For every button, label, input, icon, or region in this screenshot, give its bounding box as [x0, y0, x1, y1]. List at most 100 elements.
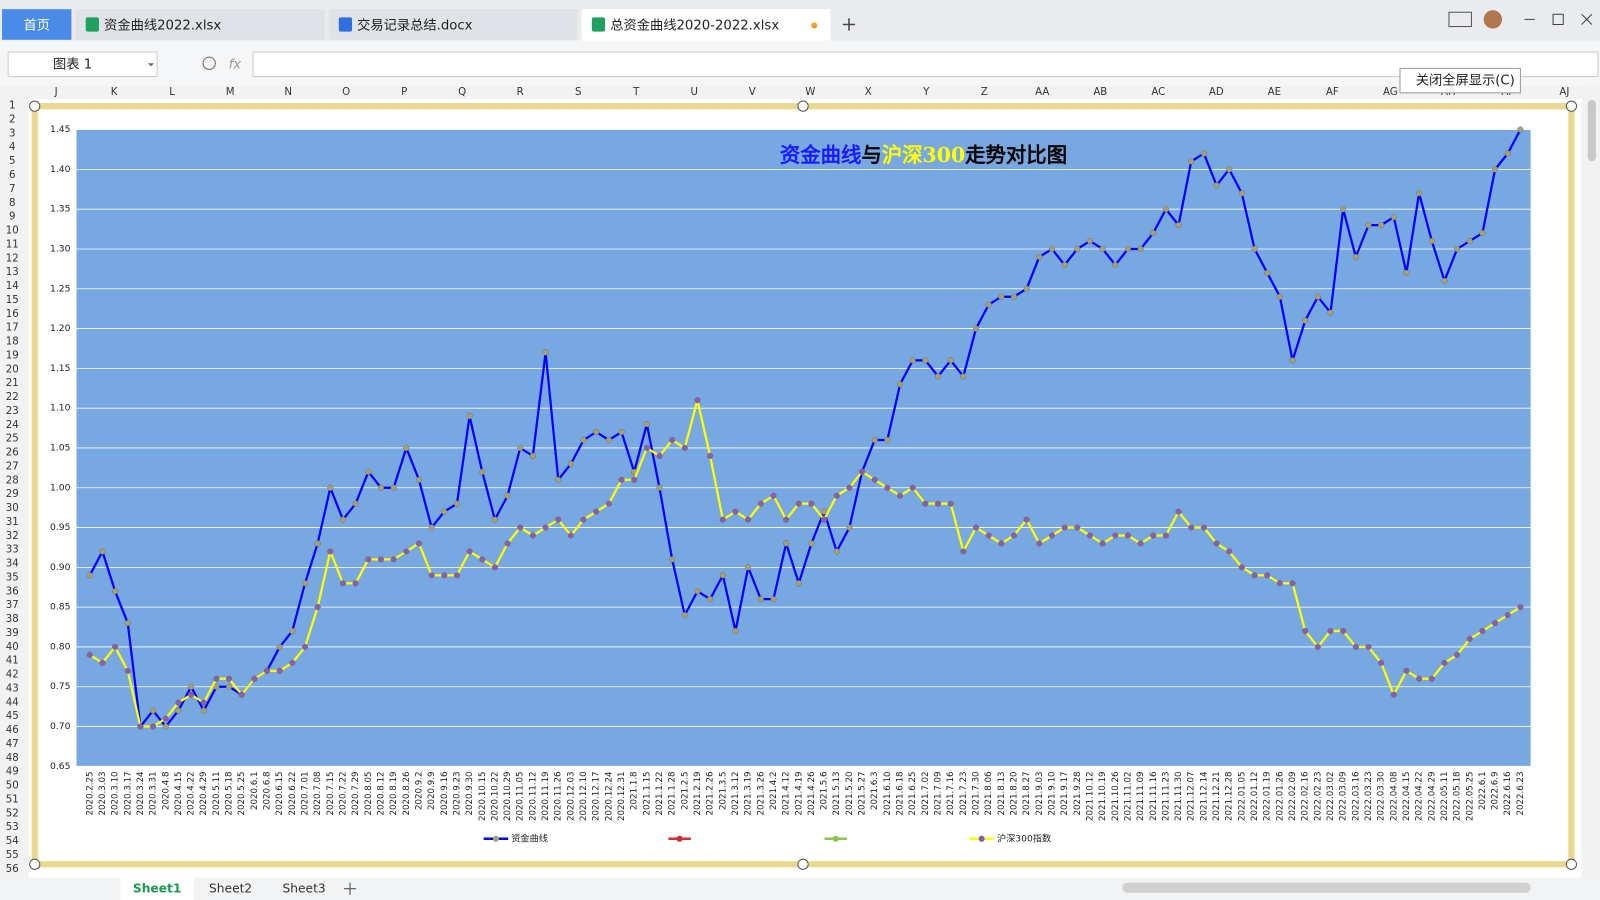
resize-handle[interactable] [29, 858, 41, 870]
row-header[interactable]: 31 [6, 517, 19, 528]
column-header[interactable]: R [517, 87, 524, 98]
row-header[interactable]: 33 [6, 545, 19, 556]
sheet-tab[interactable]: Sheet1 [133, 881, 181, 895]
scrollbar[interactable] [1581, 85, 1600, 878]
scroll-thumb[interactable] [1587, 100, 1596, 162]
fullscreen-label[interactable]: 关闭全屏显示(C) [1416, 72, 1515, 89]
zoom-icon[interactable] [202, 56, 216, 70]
row-header[interactable]: 37 [6, 600, 19, 611]
column-header[interactable]: P [401, 87, 407, 98]
row-header[interactable]: 29 [6, 489, 19, 500]
row-header[interactable]: 42 [6, 670, 19, 681]
row-header[interactable]: 47 [6, 739, 19, 750]
row-header[interactable]: 39 [6, 628, 19, 639]
column-header[interactable]: AA [1035, 87, 1049, 98]
row-header[interactable]: 18 [6, 337, 19, 348]
resize-handle[interactable] [797, 100, 809, 112]
row-header[interactable]: 45 [6, 711, 19, 722]
row-header[interactable]: 27 [6, 461, 19, 472]
row-header[interactable]: 22 [6, 392, 19, 403]
row-header[interactable]: 54 [6, 836, 19, 847]
row-header[interactable]: 17 [6, 323, 19, 334]
row-header[interactable]: 6 [9, 170, 15, 181]
row-header[interactable]: 25 [6, 434, 19, 445]
column-header[interactable]: Q [458, 87, 466, 98]
column-header[interactable]: AJ [1559, 87, 1569, 98]
resize-handle[interactable] [1565, 858, 1578, 870]
column-header[interactable]: Y [922, 87, 930, 98]
file-tab[interactable] [75, 9, 325, 40]
row-header[interactable]: 15 [6, 295, 19, 306]
h-scroll-thumb[interactable] [1122, 882, 1531, 893]
row-header[interactable]: 11 [6, 239, 19, 250]
resize-handle[interactable] [797, 858, 809, 870]
row-header[interactable]: 49 [6, 767, 19, 778]
file-tab-active[interactable] [581, 9, 831, 41]
row-header[interactable]: 24 [6, 420, 19, 431]
column-header[interactable]: Z [981, 87, 988, 98]
row-header[interactable]: 1 [9, 101, 15, 112]
row-header[interactable]: 34 [6, 559, 19, 570]
row-header[interactable]: 14 [6, 281, 19, 292]
resize-handle[interactable] [29, 100, 41, 112]
column-header[interactable]: K [111, 87, 118, 98]
row-header[interactable]: 44 [6, 697, 19, 708]
row-header[interactable]: 19 [6, 350, 19, 361]
layout-icon[interactable] [1448, 11, 1472, 28]
avatar[interactable] [1483, 10, 1503, 29]
new-tab[interactable] [842, 18, 856, 31]
column-header[interactable]: AF [1326, 87, 1339, 98]
row-header[interactable]: 21 [6, 378, 19, 389]
row-header[interactable]: 41 [6, 656, 19, 667]
column-header[interactable]: T [632, 87, 640, 98]
row-header[interactable]: 20 [6, 364, 19, 375]
row-header[interactable]: 56 [6, 864, 19, 875]
row-header[interactable]: 8 [9, 198, 15, 209]
row-header[interactable]: 32 [6, 531, 19, 542]
row-header[interactable]: 5 [9, 156, 15, 167]
row-header[interactable]: 52 [6, 808, 19, 819]
row-header[interactable]: 26 [6, 448, 19, 459]
column-header[interactable]: W [805, 87, 815, 98]
column-header[interactable]: X [865, 87, 872, 98]
row-header[interactable]: 12 [6, 253, 19, 264]
row-header[interactable]: 16 [6, 309, 19, 320]
name-box[interactable] [7, 51, 158, 78]
column-header[interactable]: AD [1209, 87, 1224, 98]
row-header[interactable]: 7 [9, 184, 15, 195]
row-header[interactable]: 40 [6, 642, 19, 653]
home-tab[interactable] [2, 9, 72, 40]
row-header[interactable]: 3 [9, 128, 15, 139]
row-header[interactable]: 2 [9, 114, 15, 125]
fx-label[interactable]: fx [229, 57, 242, 72]
row-header[interactable]: 13 [6, 267, 19, 278]
row-header[interactable]: 10 [6, 226, 19, 237]
sheet-tab[interactable]: Sheet3 [283, 881, 326, 895]
sheet-tab-active[interactable] [120, 877, 194, 900]
row-header[interactable]: 4 [9, 142, 15, 153]
column-header[interactable]: V [749, 87, 756, 98]
row-header[interactable]: 9 [9, 212, 15, 223]
name-box-label[interactable]: 图表 1 [53, 56, 92, 72]
column-header[interactable]: AB [1093, 87, 1107, 98]
row-header[interactable]: 48 [6, 753, 19, 764]
row-header[interactable]: 50 [6, 781, 19, 792]
column-header[interactable]: N [284, 87, 292, 98]
fullscreen-button[interactable] [1399, 67, 1521, 94]
formula-input[interactable] [252, 51, 1599, 78]
sheet-tab[interactable]: Sheet2 [209, 881, 252, 895]
column-header[interactable]: L [169, 87, 175, 98]
row-header[interactable]: 51 [6, 794, 19, 805]
column-header[interactable]: S [575, 87, 581, 98]
tab-label[interactable]: 首页 [23, 18, 50, 34]
row-header[interactable]: 23 [6, 406, 19, 417]
close[interactable] [1581, 13, 1593, 25]
tab-label[interactable]: 总资金曲线2020-2022.xlsx [610, 18, 779, 34]
row-header[interactable]: 53 [6, 822, 19, 833]
row-header[interactable]: 43 [6, 683, 19, 694]
column-header[interactable]: AE [1268, 87, 1281, 98]
row-header[interactable]: 38 [6, 614, 19, 625]
column-header[interactable]: U [691, 87, 698, 98]
file-tab[interactable] [328, 9, 578, 40]
row-header[interactable]: 36 [6, 586, 19, 597]
